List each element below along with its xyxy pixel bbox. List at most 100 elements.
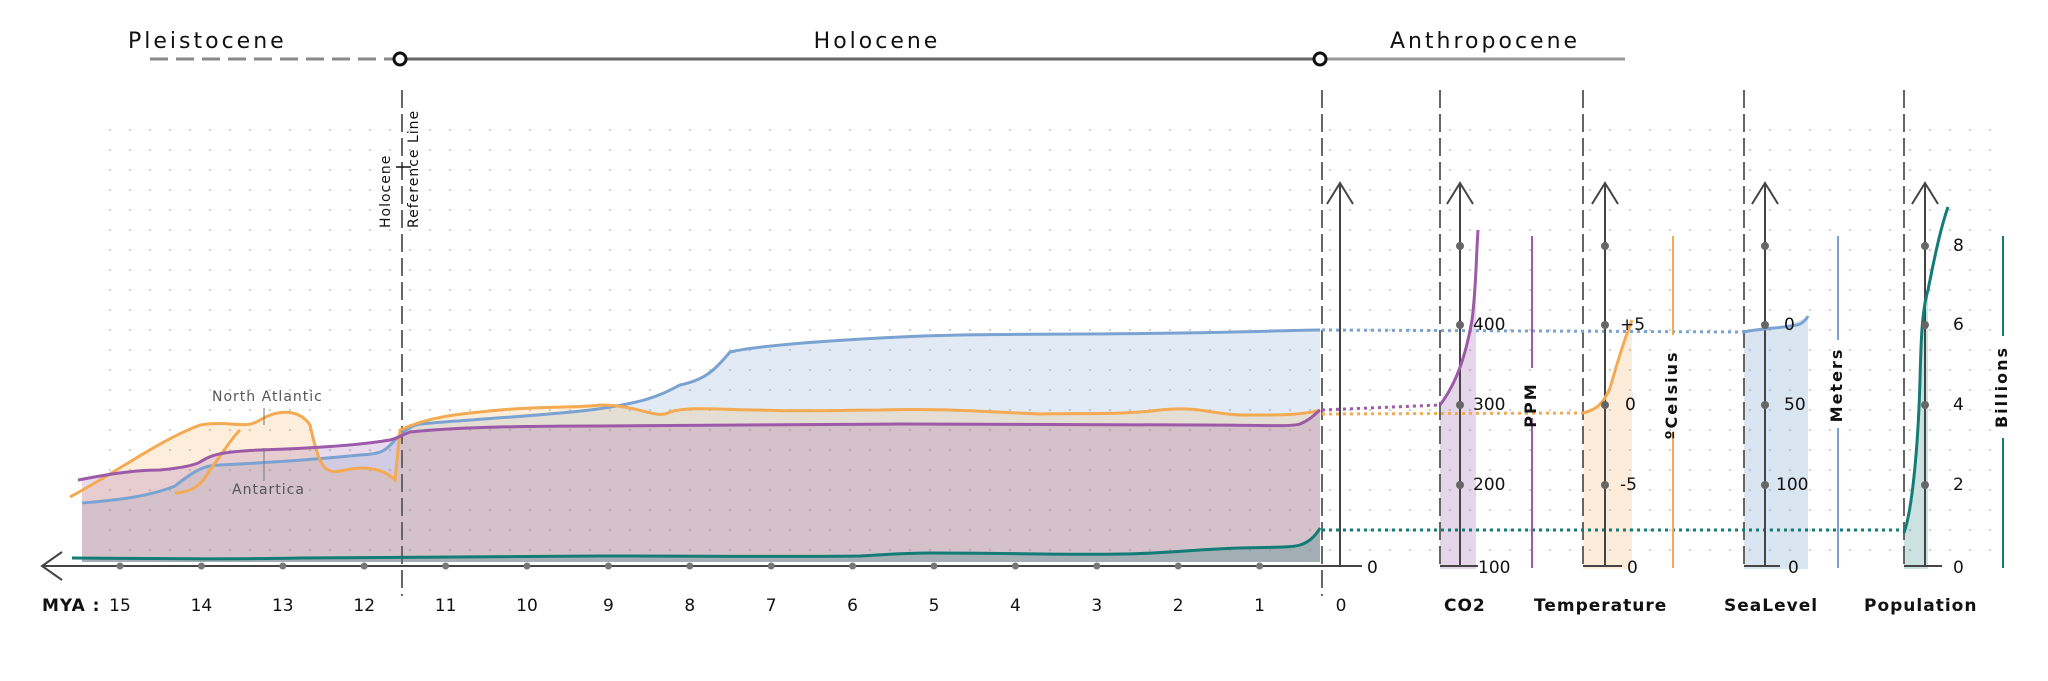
- sealevel-tick-3: 100: [1776, 475, 1808, 495]
- reference-line-label-2: Reference Line: [406, 110, 422, 228]
- panel-tick-dot: [1601, 242, 1609, 250]
- sealevel-tick-2: 50: [1784, 395, 1806, 415]
- present-zero-tick: 0: [1367, 558, 1378, 578]
- population-unit-group: Billions: [1992, 346, 2011, 428]
- separators: [401, 90, 1905, 596]
- x-tick-dot: [849, 562, 857, 570]
- x-tick-dot: [1174, 562, 1182, 570]
- population-tick-1: 8: [1953, 236, 1964, 256]
- temperature-tick-1: +5: [1620, 315, 1645, 335]
- population-panel-curve: [1902, 206, 1950, 534]
- panel-tick-dot: [1456, 321, 1464, 329]
- x-tick-label: 14: [191, 596, 213, 616]
- co2-unit-label: PPM: [1521, 382, 1540, 427]
- x-tick-label: 0: [1336, 596, 1347, 616]
- population-tick-5: 0: [1953, 558, 1964, 578]
- x-axis-arrow: [40, 551, 63, 581]
- x-tick-label: 3: [1091, 596, 1102, 616]
- co2-area: [82, 410, 1320, 562]
- anthropocene-start-marker: [1312, 51, 1328, 67]
- x-tick-label: 12: [353, 596, 375, 616]
- x-tick-dot: [523, 562, 531, 570]
- population-label: Population: [1864, 596, 1977, 616]
- reference-line-label-1-group: Holocene: [378, 155, 394, 228]
- x-tick-dot: [604, 562, 612, 570]
- population-tick-2: 6: [1953, 315, 1964, 335]
- x-tick-dot: [360, 562, 368, 570]
- mya-label: MYA :: [42, 596, 100, 616]
- x-tick-label: 15: [109, 596, 131, 616]
- x-tick-dot: [1011, 562, 1019, 570]
- co2-tick-3: 200: [1473, 475, 1505, 495]
- sealevel-panel-curve: [1743, 315, 1810, 334]
- co2-tick-2: 300: [1473, 395, 1505, 415]
- panel-tick-dot: [1761, 401, 1769, 409]
- sealevel-line: [81, 328, 1321, 505]
- panel-tick-dot: [1601, 401, 1609, 409]
- temperature-label: Temperature: [1534, 596, 1667, 616]
- x-tick-dot: [686, 562, 694, 570]
- x-axis: [40, 551, 1360, 581]
- panel-tick-dot: [1456, 481, 1464, 489]
- present-axis-arrow: [1326, 181, 1354, 205]
- temperature-unit-label: ºCelsius: [1662, 350, 1681, 439]
- panel-tick-dot: [1601, 481, 1609, 489]
- x-tick-label: 13: [272, 596, 294, 616]
- sealevel-area: [82, 330, 1320, 562]
- temperature-tick-4: 0: [1627, 558, 1638, 578]
- co2-connector: [1321, 403, 1441, 412]
- x-tick-dot: [279, 562, 287, 570]
- co2-unit-group: PPM: [1521, 382, 1540, 427]
- panel-tick-dot: [1456, 401, 1464, 409]
- co2-panel-curve: [1438, 229, 1480, 406]
- x-tick-label: 4: [1010, 596, 1021, 616]
- panel-tick-dot: [1761, 321, 1769, 329]
- panel-tick-dot: [1761, 481, 1769, 489]
- x-tick-dot: [767, 562, 775, 570]
- temperature-unit-group: ºCelsius: [1662, 350, 1681, 439]
- panel-tick-dot: [1456, 242, 1464, 250]
- era-timeline: Pleistocene Holocene Anthropocene: [128, 29, 1625, 67]
- temperature-line: [69, 403, 1321, 499]
- panel-tick-dot: [1761, 242, 1769, 250]
- panel-tick-dot: [1921, 401, 1929, 409]
- x-tick-dot: [116, 562, 124, 570]
- population-axis-arrow: [1911, 181, 1939, 205]
- co2-tick-4: 100: [1478, 558, 1510, 578]
- x-tick-label: 6: [847, 596, 858, 616]
- panel-tick-dot: [1921, 242, 1929, 250]
- sealevel-unit-group: Meters: [1827, 348, 1846, 423]
- temperature-area: [82, 405, 1320, 562]
- sealevel-tick-4: 0: [1788, 558, 1799, 578]
- temperature-panel-fill: [1583, 320, 1632, 569]
- population-unit-label: Billions: [1992, 346, 2011, 428]
- x-tick-label: 9: [603, 596, 614, 616]
- co2-tick-1: 400: [1473, 315, 1505, 335]
- era-anthropocene: Anthropocene: [1390, 29, 1580, 54]
- panel-tick-dot: [1921, 321, 1929, 329]
- era-holocene: Holocene: [814, 29, 941, 54]
- x-tick-label: 1: [1254, 596, 1265, 616]
- sealevel-unit-label: Meters: [1827, 348, 1846, 423]
- x-tick-label: 10: [516, 596, 538, 616]
- reference-line-label-1: Holocene: [378, 155, 394, 228]
- population-tick-3: 4: [1953, 395, 1964, 415]
- temperature-panel-curve: [1582, 319, 1634, 415]
- panel-ticks: 0 400 300 200 100 +5 0 -5 0 0 50 100 0 8…: [1367, 236, 1964, 578]
- x-axis-ticks: 15 14 13 12 11 10 9 8 7 6 5 4 3 2 1 0: [109, 562, 1347, 616]
- co2-label: CO2: [1444, 596, 1486, 616]
- x-tick-label: 7: [766, 596, 777, 616]
- unit-scale-lines: [1531, 236, 2004, 568]
- x-tick-label: 11: [435, 596, 457, 616]
- panel-tick-dots: [1456, 242, 1929, 489]
- temperature-tick-2: 0: [1625, 395, 1636, 415]
- x-tick-dot: [1256, 562, 1264, 570]
- co2-axis-arrow: [1446, 181, 1474, 205]
- x-tick-label: 8: [684, 596, 695, 616]
- north-atlantic-annotation: North Atlantic: [212, 389, 323, 405]
- sealevel-tick-1: 0: [1784, 315, 1795, 335]
- x-tick-dot: [930, 562, 938, 570]
- sealevel-axis-arrow: [1751, 181, 1779, 205]
- x-tick-dot: [442, 562, 450, 570]
